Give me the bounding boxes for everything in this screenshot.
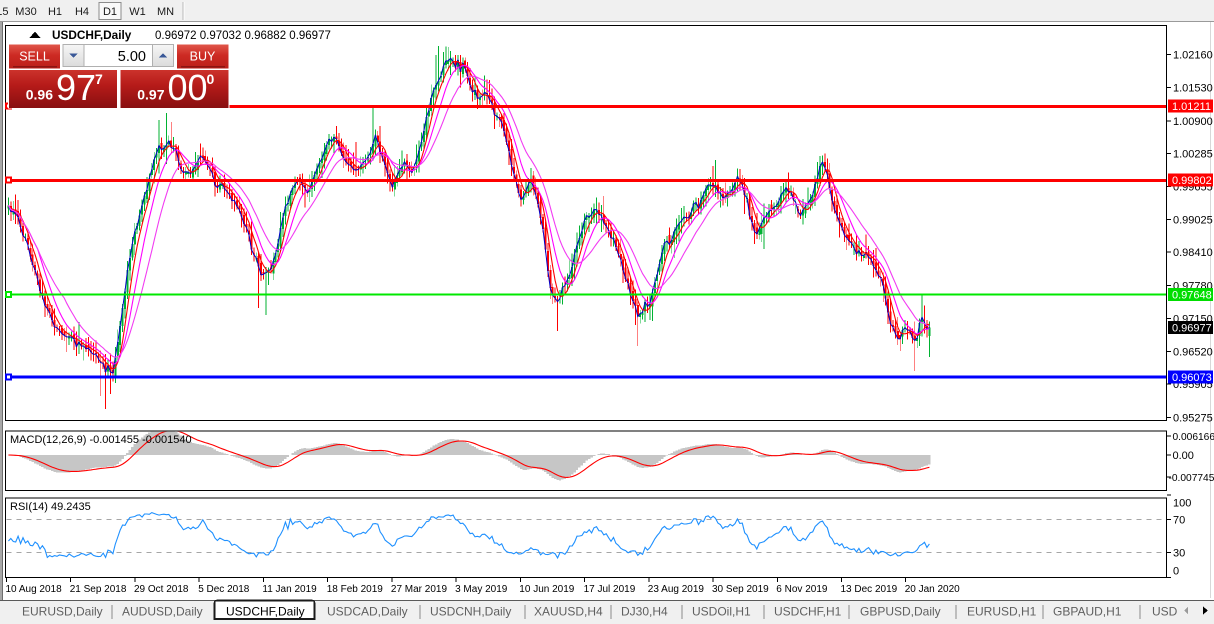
svg-text:EURUSD,H1: EURUSD,H1	[967, 605, 1037, 619]
svg-text:00: 00	[168, 67, 208, 108]
svg-text:0.96977: 0.96977	[1172, 323, 1212, 335]
svg-text:0.97: 0.97	[137, 87, 164, 103]
svg-text:AUDUSD,Daily: AUDUSD,Daily	[122, 605, 203, 619]
svg-text:BUY: BUY	[190, 49, 216, 63]
svg-text:3 May 2019: 3 May 2019	[455, 584, 508, 595]
svg-text:7: 7	[95, 71, 103, 87]
svg-text:10 Jun 2019: 10 Jun 2019	[519, 584, 574, 595]
svg-text:RSI(14) 49.2435: RSI(14) 49.2435	[10, 501, 91, 513]
svg-text:100: 100	[1173, 498, 1191, 510]
svg-text:MN: MN	[157, 6, 174, 18]
svg-text:27 Mar 2019: 27 Mar 2019	[391, 584, 448, 595]
svg-text:USDCHF,H1: USDCHF,H1	[774, 605, 842, 619]
svg-text:20 Jan 2020: 20 Jan 2020	[905, 584, 960, 595]
svg-text:DJ30,H4: DJ30,H4	[621, 605, 668, 619]
svg-text:23 Aug 2019: 23 Aug 2019	[648, 584, 705, 595]
svg-text:MACD(12,26,9) -0.001455 -0.001: MACD(12,26,9) -0.001455 -0.001540	[10, 434, 192, 446]
svg-text:H4: H4	[75, 6, 89, 18]
svg-text:10 Aug 2018: 10 Aug 2018	[6, 584, 63, 595]
svg-text:0.99802: 0.99802	[1172, 175, 1212, 187]
svg-text:USDCHF,Daily: USDCHF,Daily	[226, 605, 305, 619]
svg-text:18 Feb 2019: 18 Feb 2019	[327, 584, 384, 595]
svg-text:0.98410: 0.98410	[1173, 247, 1213, 259]
svg-text:11 Jan 2019: 11 Jan 2019	[262, 584, 317, 595]
svg-text:1.01211: 1.01211	[1172, 101, 1211, 113]
svg-text:W1: W1	[129, 6, 146, 18]
svg-text:1.00900: 1.00900	[1173, 116, 1213, 128]
svg-text:GBPUSD,Daily: GBPUSD,Daily	[860, 605, 941, 619]
svg-text:13 Dec 2019: 13 Dec 2019	[841, 584, 898, 595]
svg-text:70: 70	[1173, 515, 1185, 527]
svg-text:0.00: 0.00	[1173, 450, 1194, 462]
svg-text:EURUSD,Daily: EURUSD,Daily	[22, 605, 103, 619]
svg-text:30 Sep 2019: 30 Sep 2019	[712, 584, 769, 595]
svg-text:17 Jul 2019: 17 Jul 2019	[584, 584, 636, 595]
svg-text:0.96: 0.96	[26, 87, 53, 103]
svg-text:0.006166: 0.006166	[1173, 432, 1214, 443]
svg-text:0: 0	[207, 71, 215, 87]
svg-text:SELL: SELL	[19, 49, 50, 63]
svg-text:0.96520: 0.96520	[1173, 347, 1213, 359]
svg-text:6 Nov 2019: 6 Nov 2019	[776, 584, 828, 595]
svg-text:0.96972 0.97032 0.96882 0.9697: 0.96972 0.97032 0.96882 0.96977	[155, 30, 331, 42]
svg-text:29 Oct 2018: 29 Oct 2018	[134, 584, 189, 595]
svg-text:0: 0	[1173, 565, 1179, 577]
svg-text:21 Sep 2018: 21 Sep 2018	[70, 584, 127, 595]
svg-text:H1: H1	[48, 6, 62, 18]
svg-text:97: 97	[56, 67, 96, 108]
svg-text:30: 30	[1173, 548, 1185, 560]
svg-text:1.02160: 1.02160	[1173, 50, 1213, 62]
svg-text:USDOil,H1: USDOil,H1	[692, 605, 751, 619]
svg-text:1.01530: 1.01530	[1173, 83, 1213, 95]
svg-text:M15: M15	[0, 6, 9, 18]
svg-text:0.99025: 0.99025	[1173, 215, 1213, 227]
svg-text:USDCNH,Daily: USDCNH,Daily	[430, 605, 511, 619]
svg-text:M30: M30	[15, 6, 36, 18]
svg-text:USD: USD	[1152, 605, 1178, 619]
svg-text:0.96073: 0.96073	[1172, 372, 1212, 384]
svg-text:0.95275: 0.95275	[1173, 412, 1213, 424]
svg-text:0.97648: 0.97648	[1172, 290, 1212, 302]
svg-text:D1: D1	[103, 6, 117, 18]
svg-text:5.00: 5.00	[118, 49, 146, 65]
svg-text:-0.007745: -0.007745	[1169, 473, 1214, 484]
svg-text:1.00285: 1.00285	[1173, 148, 1213, 160]
svg-text:XAUUSD,H4: XAUUSD,H4	[534, 605, 603, 619]
svg-text:5 Dec 2018: 5 Dec 2018	[198, 584, 250, 595]
svg-text:USDCAD,Daily: USDCAD,Daily	[327, 605, 408, 619]
svg-text:USDCHF,Daily: USDCHF,Daily	[52, 28, 132, 42]
svg-text:GBPAUD,H1: GBPAUD,H1	[1053, 605, 1122, 619]
